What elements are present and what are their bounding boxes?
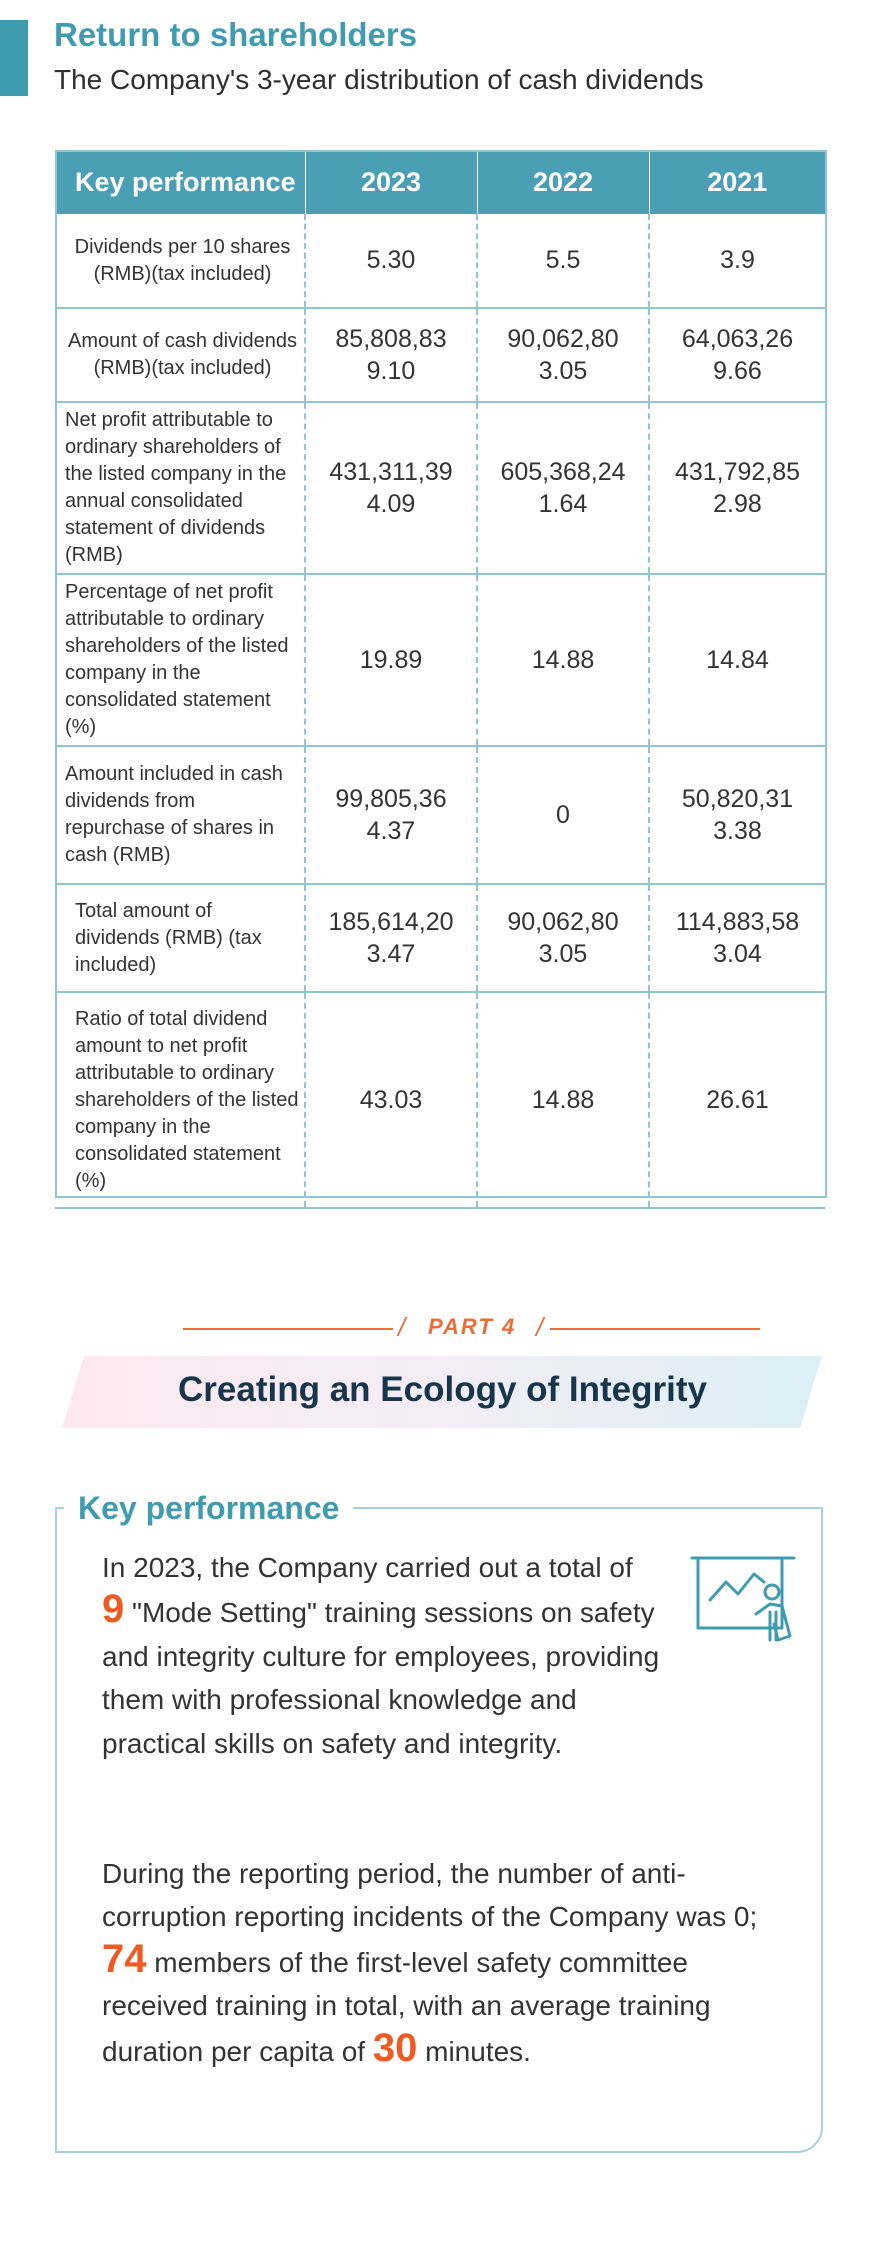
row-label: Amount included in cash dividends from r… (55, 746, 306, 885)
kp-text: During the reporting period, the number … (102, 1858, 758, 1933)
cell-2022: 0 (477, 746, 650, 885)
cell-2022: 90,062,803.05 (477, 884, 650, 993)
cell-2022: 5.5 (477, 214, 650, 309)
key-performance-title: Key performance (64, 1490, 354, 1527)
kp-number-minutes: 30 (372, 2025, 418, 2070)
cell-2021: 64,063,269.66 (649, 308, 825, 403)
table-row: Amount of cash dividends (RMB)(tax inclu… (55, 308, 825, 403)
kp-number-members: 74 (102, 1936, 147, 1981)
title-banner (62, 1356, 822, 1428)
table-row: Ratio of total dividend amount to net pr… (55, 992, 825, 1209)
row-label: Net profit attributable to ordinary shar… (55, 402, 306, 575)
part-divider-right (550, 1328, 760, 1330)
cell-2021: 50,820,313.38 (649, 746, 825, 885)
dividend-table: Key performance 2023 2022 2021 Dividends… (55, 150, 825, 1209)
kp-text: "Mode Setting" training sessions on safe… (102, 1597, 660, 1759)
section-accent-bar (0, 20, 28, 96)
section-title: Return to shareholders (54, 16, 418, 53)
row-label: Total amount of dividends (RMB) (tax inc… (55, 884, 306, 993)
cell-2023: 99,805,364.37 (305, 746, 478, 885)
cell-2022-value: 605,368,241.64 (500, 457, 626, 519)
cell-2023: 85,808,839.10 (305, 308, 478, 403)
cell-2021: 3.9 (649, 214, 825, 309)
table-row: Dividends per 10 shares (RMB)(tax includ… (55, 214, 825, 309)
cell-2022-value: 90,062,803.05 (507, 324, 619, 386)
part-title: Creating an Ecology of Integrity (178, 1370, 707, 1409)
cell-2023-value: 99,805,364.37 (335, 784, 447, 846)
cell-2021: 14.84 (649, 574, 825, 747)
header-key-performance: Key performance (55, 150, 306, 214)
table-row: Net profit attributable to ordinary shar… (55, 402, 825, 575)
part-divider-left (183, 1328, 393, 1330)
row-label: Ratio of total dividend amount to net pr… (55, 992, 306, 1209)
part-label: PART 4 (428, 1314, 517, 1339)
kp-text: minutes. (425, 2035, 531, 2067)
part-slash-right: / (536, 1312, 544, 1342)
cell-2023: 43.03 (305, 992, 478, 1209)
row-label: Percentage of net profit attributable to… (55, 574, 306, 747)
cell-2021-value: 114,883,583.04 (675, 907, 800, 969)
cell-2023: 185,614,203.47 (305, 884, 478, 993)
header-2021: 2021 (649, 150, 825, 214)
kp-text: members of the first-level safety commit… (102, 1946, 711, 2067)
part-slash-left: / (398, 1312, 406, 1342)
cell-2021: 26.61 (649, 992, 825, 1209)
cell-2022: 14.88 (477, 574, 650, 747)
cell-2022: 90,062,803.05 (477, 308, 650, 403)
cell-2023: 431,311,394.09 (305, 402, 478, 575)
table-row: Amount included in cash dividends from r… (55, 746, 825, 885)
cell-2023-value: 431,311,394.09 (329, 457, 453, 519)
row-label: Dividends per 10 shares (RMB)(tax includ… (55, 214, 306, 309)
cell-2021: 431,792,852.98 (649, 402, 825, 575)
header-2023: 2023 (305, 150, 478, 214)
cell-2023-value: 185,614,203.47 (328, 907, 454, 969)
cell-2022-value: 90,062,803.05 (507, 907, 619, 969)
cell-2022: 605,368,241.64 (477, 402, 650, 575)
cell-2021-value: 50,820,313.38 (681, 784, 794, 846)
kp-number-sessions: 9 (102, 1587, 125, 1632)
table-row: Total amount of dividends (RMB) (tax inc… (55, 884, 825, 993)
kp-text: In 2023, the Company carried out a total… (102, 1552, 633, 1583)
cell-2021-value: 64,063,269.66 (681, 324, 794, 386)
kp-paragraph-training: In 2023, the Company carried out a total… (102, 1546, 662, 1765)
table-row: Percentage of net profit attributable to… (55, 574, 825, 747)
cell-2023: 19.89 (305, 574, 478, 747)
row-label: Amount of cash dividends (RMB)(tax inclu… (55, 308, 306, 403)
cell-2021: 114,883,583.04 (649, 884, 825, 993)
table-header-row: Key performance 2023 2022 2021 (55, 150, 825, 214)
cell-2023-value: 85,808,839.10 (335, 324, 447, 386)
kp-paragraph-anticorruption: During the reporting period, the number … (102, 1852, 792, 2073)
section-subtitle: The Company's 3-year distribution of cas… (54, 64, 704, 95)
cell-2023: 5.30 (305, 214, 478, 309)
cell-2021-value: 431,792,852.98 (674, 457, 801, 519)
key-performance-box (55, 1507, 823, 2153)
presentation-board-icon (690, 1550, 800, 1650)
header-2022: 2022 (477, 150, 650, 214)
cell-2022: 14.88 (477, 992, 650, 1209)
